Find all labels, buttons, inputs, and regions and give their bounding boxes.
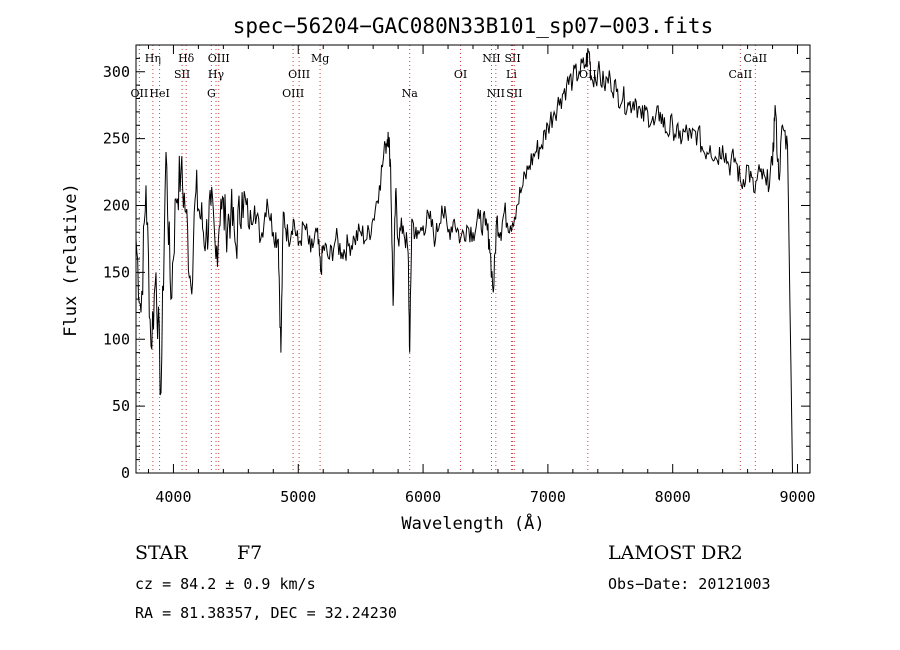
spectral-line-label: Hδ	[178, 52, 195, 65]
x-axis-label: Wavelength (Å)	[401, 512, 544, 534]
spectral-line-label: NII	[482, 52, 500, 65]
y-tick-label: 250	[103, 130, 130, 148]
spectral-line-label: CaII	[729, 68, 753, 81]
object-type: STAR	[135, 542, 188, 564]
axes: 4000 5000 6000 7000 8000 9000 0 50 100 150 200 250 3…	[103, 44, 816, 506]
radial-velocity: cz = 84.2 ± 0.9 km/s	[135, 575, 316, 593]
y-tick-label: 100	[103, 330, 130, 348]
y-tick-label: 50	[112, 397, 130, 415]
spectral-line-label: G	[207, 87, 216, 100]
plot-frame	[135, 44, 811, 474]
spectral-line-label: Na	[402, 87, 419, 100]
y-tick-label: 150	[103, 263, 130, 281]
spectral-line-label: NII	[487, 87, 505, 100]
spectral-line-label: Li	[506, 68, 517, 81]
x-tick-label: 8000	[655, 488, 691, 506]
spectrum-series	[135, 48, 798, 474]
x-tick-label: 5000	[280, 488, 316, 506]
x-tick-label: 4000	[155, 488, 191, 506]
x-tick-label: 9000	[779, 488, 815, 506]
spectral-line-label: OIII	[282, 87, 304, 100]
spectral-line-label: OI	[454, 68, 467, 81]
x-tick-label: 6000	[405, 488, 441, 506]
spectral-line-label: HeI	[149, 87, 169, 100]
y-axis-label: Flux (relative)	[61, 183, 81, 337]
survey-name: LAMOST DR2	[608, 542, 743, 564]
spectral-line-label: Mg	[311, 52, 329, 65]
x-tick-label: 7000	[530, 488, 566, 506]
y-tick-label: 300	[103, 63, 130, 81]
spectral-line-label: SII	[174, 68, 190, 81]
coordinates: RA = 81.38357, DEC = 32.24230	[135, 604, 397, 622]
y-tick-label: 200	[103, 197, 130, 215]
chart-title: spec−56204−GAC080N33B101_sp07−003.fits	[233, 14, 713, 38]
spectral-subclass: F7	[237, 542, 263, 564]
line-markers: OIIHηHeISIIHδGHγOIIIOIIIOIIIMgNaOINIINII…	[131, 45, 767, 473]
spectral-line-label: SII	[506, 87, 522, 100]
spectral-line-label: OII	[579, 68, 597, 81]
spectral-line-label: Hη	[145, 52, 161, 65]
observation-date: Obs−Date: 20121003	[608, 575, 771, 593]
y-tick-label: 0	[121, 464, 130, 482]
spectral-line-label: OIII	[288, 68, 310, 81]
spectral-line-label: Hγ	[208, 68, 225, 81]
spectral-line-label: OIII	[208, 52, 230, 65]
spectral-line-label: CaII	[743, 52, 767, 65]
spectral-line-label: OII	[131, 87, 149, 100]
spectral-line-label: SII	[504, 52, 520, 65]
